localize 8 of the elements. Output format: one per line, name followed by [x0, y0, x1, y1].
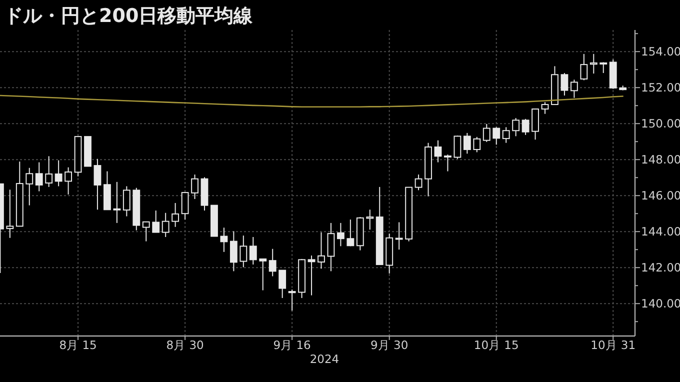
- x-axis-title: 2024: [310, 352, 340, 366]
- x-tick-label: 8月 30: [166, 338, 204, 352]
- x-tick-label: 8月 15: [59, 338, 97, 352]
- x-tick-label: 10月 31: [590, 338, 636, 352]
- x-tick-label: 9月 30: [370, 338, 408, 352]
- x-tick-label: 9月 16: [273, 338, 311, 352]
- x-tick-label: 10月 15: [474, 338, 519, 352]
- chart-title: ドル・円と200日移動平均線: [4, 5, 254, 27]
